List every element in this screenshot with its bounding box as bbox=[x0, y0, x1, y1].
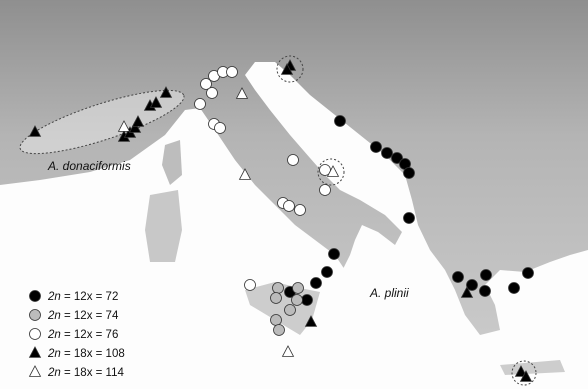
legend-equation: = 12x = 74 bbox=[64, 310, 119, 322]
site-marker bbox=[30, 291, 41, 302]
site-marker bbox=[284, 201, 295, 212]
map: A. donaciformis A. plinii 2n = 12x = 722… bbox=[0, 0, 588, 389]
site-marker bbox=[404, 213, 415, 224]
site-marker bbox=[480, 286, 491, 297]
legend-symbol-text: 2n bbox=[47, 367, 61, 379]
site-marker bbox=[30, 329, 41, 340]
site-marker bbox=[453, 272, 464, 283]
site-marker bbox=[481, 270, 492, 281]
legend-equation: = 18x = 114 bbox=[64, 367, 124, 379]
legend-label: 2n = 12x = 72 bbox=[47, 291, 118, 303]
sardinia bbox=[145, 190, 182, 262]
site-marker bbox=[311, 278, 322, 289]
site-marker bbox=[288, 155, 299, 166]
site-marker bbox=[322, 267, 333, 278]
legend-equation: = 12x = 72 bbox=[64, 291, 118, 303]
site-marker bbox=[285, 305, 296, 316]
site-marker bbox=[295, 205, 306, 216]
legend-label: 2n = 12x = 74 bbox=[47, 310, 119, 322]
legend-equation: = 18x = 108 bbox=[64, 348, 125, 360]
site-marker bbox=[271, 315, 282, 326]
site-marker bbox=[292, 295, 303, 306]
legend-symbol-text: 2n bbox=[47, 348, 61, 360]
site-marker bbox=[227, 67, 238, 78]
site-marker bbox=[215, 123, 226, 134]
site-marker bbox=[30, 310, 41, 321]
site-marker bbox=[274, 325, 285, 336]
site-marker bbox=[320, 185, 331, 196]
site-marker bbox=[245, 280, 256, 291]
site-marker bbox=[329, 249, 340, 260]
site-marker bbox=[335, 116, 346, 127]
species-label: A. donaciformis bbox=[47, 159, 131, 173]
legend-symbol-text: 2n bbox=[47, 310, 61, 322]
site-marker bbox=[271, 293, 282, 304]
legend-symbol-text: 2n bbox=[47, 329, 61, 341]
site-marker bbox=[302, 295, 313, 306]
site-marker bbox=[207, 88, 218, 99]
legend-equation: = 12x = 76 bbox=[64, 329, 118, 341]
site-marker bbox=[293, 283, 304, 294]
site-marker bbox=[371, 142, 382, 153]
legend-label: 2n = 18x = 114 bbox=[47, 367, 124, 379]
site-marker bbox=[509, 283, 520, 294]
site-marker bbox=[523, 268, 534, 279]
legend-symbol-text: 2n bbox=[47, 291, 61, 303]
site-marker bbox=[273, 283, 284, 294]
legend-label: 2n = 12x = 76 bbox=[47, 329, 118, 341]
site-marker bbox=[404, 168, 415, 179]
legend-label: 2n = 18x = 108 bbox=[47, 348, 125, 360]
site-marker bbox=[382, 148, 393, 159]
species-label: A. plinii bbox=[369, 286, 409, 300]
site-marker bbox=[195, 99, 206, 110]
